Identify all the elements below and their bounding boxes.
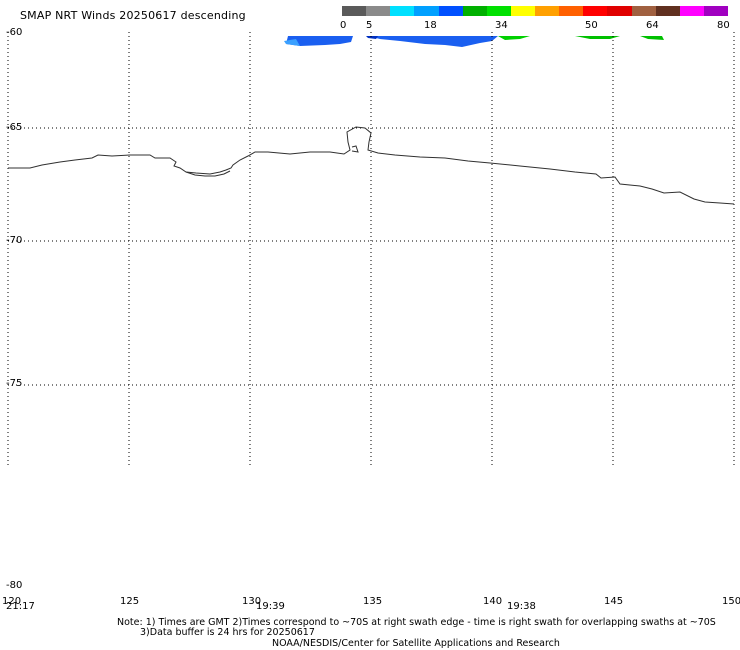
wind-swath-darkblue <box>366 36 378 39</box>
coastline-inlet <box>185 170 231 177</box>
scale-segment <box>438 6 463 16</box>
scale-segment <box>535 6 560 16</box>
lat-label: -70 <box>6 235 23 246</box>
wind-swath-blue-center <box>368 36 498 47</box>
lon-label: 140 <box>483 596 503 607</box>
scale-segment <box>414 6 439 16</box>
note-line: Note: 1) Times are GMT 2)Times correspon… <box>117 617 716 628</box>
wind-swath-lightblue-left <box>284 39 300 46</box>
lon-label: 150 <box>722 596 740 607</box>
scale-segment <box>679 6 704 16</box>
lon-label: 130 <box>242 596 262 607</box>
lon-label: 125 <box>120 596 140 607</box>
scale-label: 18 <box>424 20 437 31</box>
wind-speed-color-scale <box>342 6 728 16</box>
map-title: SMAP NRT Winds 20250617 descending <box>20 9 246 22</box>
scale-segment <box>510 6 535 16</box>
scale-label: 0 <box>340 20 347 31</box>
lon-label: 135 <box>363 596 383 607</box>
scale-segment <box>559 6 584 16</box>
scale-segment <box>462 6 487 16</box>
lon-label: 145 <box>604 596 624 607</box>
wind-swath-green-3 <box>640 36 664 40</box>
scale-label: 34 <box>495 20 508 31</box>
scale-segment <box>607 6 632 16</box>
scale-segment <box>583 6 608 16</box>
note-line: 3)Data buffer is 24 hrs for 20250617 <box>140 627 315 638</box>
swath-time: 19:38 <box>507 601 536 612</box>
scale-segment <box>366 6 391 16</box>
antarctic-coastline <box>8 126 735 205</box>
scale-label: 5 <box>366 20 373 31</box>
wind-swath-green-1 <box>498 36 530 40</box>
lat-label: -80 <box>6 580 23 591</box>
scale-segment <box>342 6 367 16</box>
scale-label: 50 <box>585 20 598 31</box>
scale-segment <box>655 6 680 16</box>
lat-label: -75 <box>6 378 23 389</box>
scale-segment <box>703 6 728 16</box>
swath-time: 19:39 <box>256 601 285 612</box>
wind-swath-green-2 <box>575 36 620 39</box>
coastline-detail <box>351 145 359 153</box>
scale-segment <box>486 6 511 16</box>
swath-time: 21:17 <box>6 601 35 612</box>
lat-label: -60 <box>6 27 23 38</box>
scale-label: 64 <box>646 20 659 31</box>
scale-segment <box>390 6 415 16</box>
credit-line: NOAA/NESDIS/Center for Satellite Applica… <box>272 638 560 649</box>
lon-label: 120 <box>2 596 22 607</box>
scale-label: 80 <box>717 20 730 31</box>
lat-label: -65 <box>6 122 23 133</box>
grid-lines <box>7 32 735 465</box>
scale-segment <box>631 6 656 16</box>
wind-swath-blue-left <box>286 36 353 46</box>
